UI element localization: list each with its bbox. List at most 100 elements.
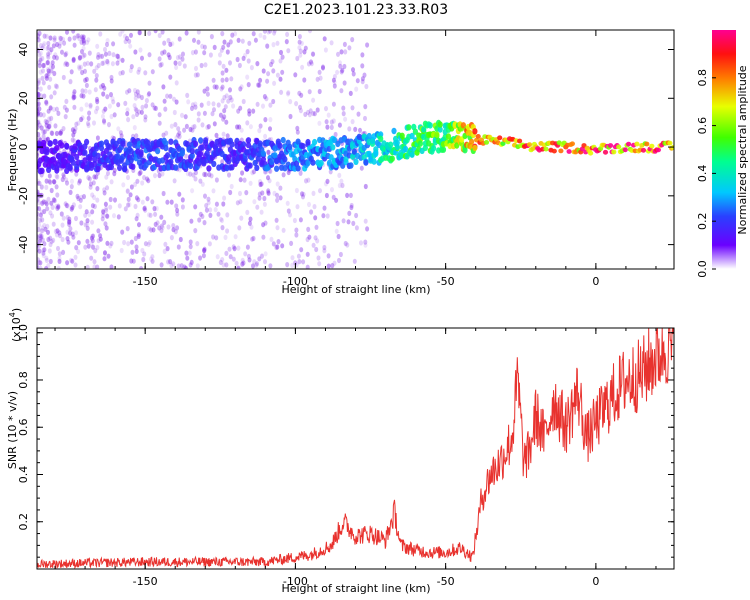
noise-speck — [134, 216, 139, 222]
noise-speck — [349, 204, 354, 211]
noise-speck — [63, 52, 68, 58]
noise-speck — [249, 65, 254, 71]
noise-speck — [134, 248, 139, 254]
noise-speck — [271, 68, 276, 74]
noise-speck — [149, 227, 154, 233]
noise-speck — [255, 261, 259, 267]
noise-speck — [81, 53, 85, 59]
noise-speck — [44, 33, 49, 39]
noise-speck — [127, 88, 132, 94]
noise-speck — [45, 45, 50, 51]
noise-speck — [113, 197, 117, 203]
noise-speck — [329, 119, 334, 125]
noise-speck — [254, 262, 259, 268]
noise-speck — [101, 108, 106, 114]
noise-speck — [87, 110, 92, 116]
ridge-cell — [95, 165, 101, 173]
noise-speck — [109, 92, 113, 98]
noise-speck — [307, 89, 312, 95]
ridge-cell — [254, 164, 260, 172]
noise-speck — [46, 124, 51, 130]
noise-speck — [65, 214, 70, 221]
noise-speck — [50, 213, 55, 219]
noise-speck — [299, 92, 304, 98]
noise-speck — [37, 237, 42, 243]
noise-speck — [65, 260, 70, 266]
noise-speck — [200, 181, 205, 187]
noise-speck — [41, 68, 45, 74]
noise-speck — [109, 264, 114, 269]
noise-speck — [58, 130, 63, 136]
noise-speck — [81, 37, 86, 44]
noise-speck — [326, 112, 331, 118]
noise-speck — [96, 228, 101, 234]
noise-speck — [245, 244, 250, 250]
noise-speck — [98, 31, 103, 37]
noise-speck — [228, 39, 233, 45]
ridge-cell — [607, 143, 614, 148]
noise-speck — [188, 262, 193, 268]
noise-speck — [49, 239, 54, 245]
noise-speck — [178, 54, 182, 60]
noise-speck — [121, 182, 126, 188]
noise-speck — [331, 101, 336, 107]
noise-speck — [335, 220, 340, 227]
noise-speck — [266, 190, 271, 196]
noise-speck — [211, 101, 216, 107]
noise-speck — [169, 235, 174, 241]
noise-speck — [48, 235, 53, 241]
noise-speck — [157, 225, 162, 231]
noise-speck — [64, 50, 69, 57]
ridge-cell — [252, 159, 258, 167]
noise-speck — [44, 100, 49, 107]
noise-speck — [88, 104, 93, 110]
noise-speck — [85, 225, 90, 231]
noise-speck — [145, 176, 150, 182]
noise-speck — [164, 130, 169, 136]
noise-speck — [49, 200, 54, 206]
noise-speck — [90, 238, 95, 244]
noise-speck — [100, 113, 105, 119]
noise-speck — [360, 52, 365, 58]
noise-speck — [139, 266, 144, 269]
ridge-cell — [82, 149, 88, 156]
noise-speck — [335, 69, 340, 75]
noise-speck — [126, 117, 131, 123]
noise-speck — [155, 220, 160, 226]
noise-speck — [363, 183, 368, 190]
noise-speck — [52, 198, 57, 204]
ridge-cell — [84, 138, 90, 146]
noise-speck — [123, 38, 128, 45]
noise-speck — [309, 209, 314, 215]
noise-speck — [163, 106, 168, 112]
noise-speck — [227, 246, 232, 252]
noise-speck — [44, 75, 49, 81]
noise-speck — [363, 218, 368, 224]
noise-speck — [54, 173, 59, 179]
ridge-cell — [168, 158, 174, 166]
noise-speck — [90, 233, 95, 239]
noise-speck — [47, 84, 52, 90]
noise-speck — [162, 40, 167, 46]
noise-speck — [331, 77, 336, 83]
noise-speck — [258, 181, 263, 188]
ridge-cell — [391, 127, 397, 135]
noise-speck — [222, 114, 227, 120]
noise-speck — [174, 80, 179, 86]
noise-speck — [37, 222, 42, 228]
noise-speck — [43, 226, 48, 232]
noise-speck — [354, 212, 359, 219]
snr-scale-base: (x10 — [10, 317, 23, 342]
noise-speck — [37, 79, 41, 85]
noise-speck — [84, 102, 89, 108]
ridge-cell — [378, 135, 384, 142]
noise-speck — [177, 60, 182, 67]
noise-speck — [37, 119, 41, 125]
ridge-cell — [189, 147, 195, 155]
chart-title: C2E1.2023.101.23.33.R03 — [264, 2, 448, 18]
snr-y-label: SNR (10 * v/v) — [6, 391, 19, 469]
noise-speck — [290, 255, 295, 261]
noise-speck — [316, 255, 321, 261]
noise-speck — [193, 228, 198, 234]
